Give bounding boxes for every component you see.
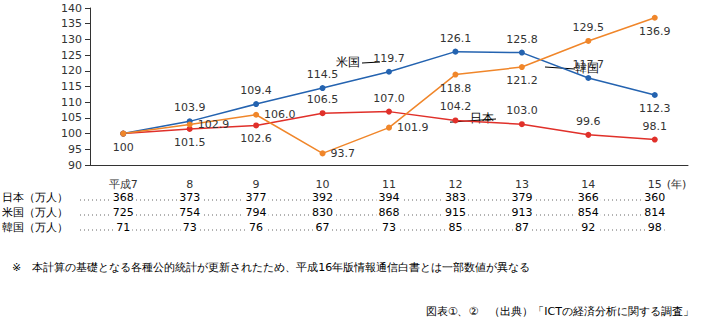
svg-text:92: 92 — [581, 221, 595, 234]
svg-text:112.3: 112.3 — [639, 102, 671, 115]
svg-text:12: 12 — [448, 178, 462, 191]
svg-text:10: 10 — [316, 178, 330, 191]
svg-text:※ 本計算の基礎となる各種公的統計が更新されたため、平成16: ※ 本計算の基礎となる各種公的統計が更新されたため、平成16年版情報通信白書とは… — [12, 261, 530, 274]
svg-text:図表①、② （出典）「ICTの経済分析に関する調査」: 図表①、② （出典）「ICTの経済分析に関する調査」 — [426, 305, 694, 318]
svg-text:830: 830 — [312, 206, 333, 219]
svg-text:725: 725 — [113, 206, 134, 219]
svg-text:366: 366 — [578, 191, 599, 204]
svg-text:379: 379 — [511, 191, 532, 204]
svg-text:85: 85 — [448, 221, 462, 234]
svg-text:121.2: 121.2 — [506, 74, 538, 87]
svg-text:95: 95 — [68, 143, 82, 156]
svg-text:814: 814 — [644, 206, 665, 219]
svg-text:米国: 米国 — [336, 55, 360, 69]
svg-text:383: 383 — [445, 191, 466, 204]
svg-text:106.5: 106.5 — [307, 93, 339, 106]
svg-text:117.7: 117.7 — [573, 58, 605, 71]
svg-text:76: 76 — [249, 221, 263, 234]
svg-text:392: 392 — [312, 191, 333, 204]
svg-text:360: 360 — [644, 191, 665, 204]
svg-text:15: 15 — [648, 178, 662, 191]
svg-text:90: 90 — [68, 159, 82, 172]
svg-text:93.7: 93.7 — [331, 147, 356, 160]
svg-text:平成7: 平成7 — [109, 178, 138, 191]
svg-text:104.2: 104.2 — [440, 100, 472, 113]
svg-text:754: 754 — [179, 206, 200, 219]
svg-text:114.5: 114.5 — [307, 68, 339, 81]
svg-text:73: 73 — [183, 221, 197, 234]
svg-text:106.0: 106.0 — [264, 108, 296, 121]
svg-text:394: 394 — [379, 191, 400, 204]
svg-text:130: 130 — [61, 33, 82, 46]
svg-text:14: 14 — [581, 178, 595, 191]
svg-text:373: 373 — [179, 191, 200, 204]
svg-text:(年): (年) — [667, 178, 687, 191]
svg-text:米国（万人）: 米国（万人） — [2, 206, 68, 219]
svg-text:98: 98 — [648, 221, 662, 234]
svg-text:129.5: 129.5 — [573, 21, 605, 34]
svg-text:119.7: 119.7 — [373, 52, 405, 65]
svg-text:71: 71 — [116, 221, 130, 234]
svg-text:109.4: 109.4 — [240, 84, 272, 97]
svg-text:136.9: 136.9 — [639, 25, 671, 38]
svg-text:377: 377 — [246, 191, 267, 204]
svg-text:105: 105 — [61, 111, 82, 124]
svg-text:13: 13 — [515, 178, 529, 191]
svg-text:98.1: 98.1 — [643, 120, 668, 133]
svg-text:118.8: 118.8 — [440, 82, 472, 95]
svg-text:101.5: 101.5 — [174, 136, 206, 149]
svg-text:67: 67 — [316, 221, 330, 234]
svg-text:135: 135 — [61, 17, 82, 30]
svg-text:102.9: 102.9 — [198, 118, 230, 131]
svg-text:140: 140 — [61, 2, 82, 15]
svg-text:103.0: 103.0 — [506, 104, 538, 117]
svg-text:9: 9 — [253, 178, 260, 191]
svg-text:100: 100 — [61, 127, 82, 140]
svg-text:125: 125 — [61, 49, 82, 62]
svg-text:87: 87 — [515, 221, 529, 234]
svg-text:11: 11 — [382, 178, 396, 191]
svg-text:100: 100 — [113, 141, 134, 154]
svg-text:125.8: 125.8 — [506, 33, 538, 46]
svg-text:868: 868 — [379, 206, 400, 219]
svg-text:103.9: 103.9 — [174, 101, 206, 114]
svg-text:368: 368 — [113, 191, 134, 204]
svg-text:73: 73 — [382, 221, 396, 234]
svg-text:794: 794 — [246, 206, 267, 219]
svg-text:101.9: 101.9 — [397, 121, 429, 134]
svg-text:913: 913 — [511, 206, 532, 219]
svg-text:126.1: 126.1 — [440, 32, 472, 45]
svg-text:115: 115 — [61, 80, 82, 93]
svg-text:107.0: 107.0 — [373, 92, 405, 105]
svg-text:99.6: 99.6 — [576, 115, 601, 128]
svg-text:102.6: 102.6 — [240, 132, 272, 145]
svg-text:915: 915 — [445, 206, 466, 219]
svg-text:日本（万人）: 日本（万人） — [2, 191, 68, 204]
svg-text:韓国（万人）: 韓国（万人） — [2, 221, 68, 234]
svg-text:110: 110 — [61, 96, 82, 109]
svg-text:120: 120 — [61, 64, 82, 77]
svg-text:854: 854 — [578, 206, 599, 219]
svg-text:8: 8 — [186, 178, 193, 191]
svg-text:日本: 日本 — [470, 111, 494, 125]
